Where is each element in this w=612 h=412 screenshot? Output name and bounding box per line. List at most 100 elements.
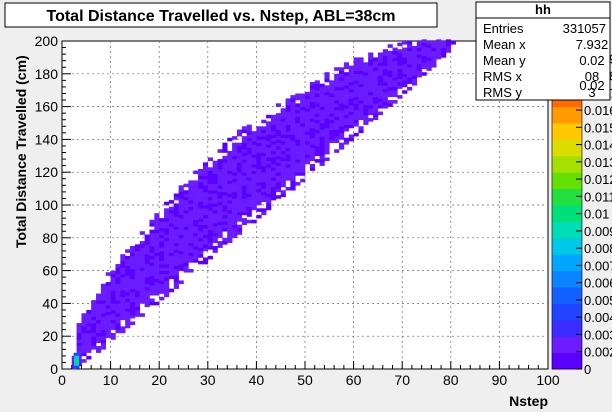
- heatmap-cell: [212, 219, 218, 224]
- heatmap-cell: [343, 137, 350, 142]
- heatmap-cell: [251, 219, 257, 224]
- heatmap-cell: [334, 86, 340, 91]
- heatmap-cell: [295, 132, 301, 137]
- heatmap-cell: [120, 287, 126, 291]
- heatmap-cell: [270, 186, 277, 191]
- heatmap-cell: [149, 236, 155, 240]
- heatmap-cell: [105, 301, 111, 306]
- heatmap-cell: [110, 296, 116, 301]
- heatmap-cell: [246, 180, 252, 184]
- heatmap-cell: [188, 242, 194, 247]
- heatmap-cell: [431, 63, 437, 68]
- heatmap-cell: [86, 346, 92, 350]
- heatmap-cell: [236, 145, 243, 150]
- heatmap-cell: [309, 82, 316, 86]
- heatmap-cell: [227, 232, 233, 237]
- heatmap-cell: [241, 195, 247, 199]
- heatmap-cell: [110, 273, 116, 278]
- heatmap-cell: [309, 157, 316, 162]
- heatmap-cell: [334, 80, 340, 84]
- heatmap-cell: [115, 296, 121, 301]
- heatmap-cell: [407, 47, 413, 52]
- heatmap-cell: [251, 200, 257, 204]
- heatmap-cell: [348, 101, 354, 106]
- heatmap-cell: [353, 100, 359, 104]
- heatmap-cell: [300, 145, 306, 150]
- heatmap-cell: [120, 290, 126, 294]
- heatmap-cell: [168, 242, 175, 247]
- heatmap-cell: [193, 183, 199, 188]
- heatmap-cell: [188, 203, 194, 207]
- heatmap-cell: [202, 214, 209, 219]
- heatmap-cell: [217, 244, 223, 248]
- heatmap-cell: [202, 244, 209, 248]
- heatmap-cell: [358, 57, 364, 61]
- heatmap-cell: [173, 285, 179, 289]
- heatmap-cell: [290, 147, 296, 152]
- heatmap-cell: [377, 65, 384, 70]
- colorbar-tick-label: 0.014: [584, 138, 612, 153]
- heatmap-cell: [134, 303, 141, 307]
- heatmap-cell: [314, 152, 320, 157]
- heatmap-cell: [280, 124, 286, 129]
- colorbar-tick-label: 0.004: [584, 310, 612, 325]
- colorbar-segment: [552, 303, 582, 321]
- heatmap-cell: [261, 195, 267, 199]
- heatmap-cell: [416, 47, 422, 52]
- heatmap-cell: [198, 208, 204, 212]
- heatmap-cell: [130, 255, 136, 260]
- heatmap-cell: [441, 41, 447, 45]
- heatmap-cell: [110, 313, 116, 317]
- heatmap-cell: [212, 249, 218, 253]
- heatmap-cell: [183, 206, 189, 211]
- heatmap-cell: [139, 264, 145, 268]
- heatmap-cell: [120, 254, 126, 258]
- heatmap-cell: [251, 160, 257, 165]
- heatmap-cell: [164, 224, 170, 229]
- heatmap-cell: [280, 150, 286, 155]
- heatmap-cell: [115, 273, 121, 278]
- heatmap-cell: [266, 164, 272, 168]
- heatmap-cell: [144, 241, 150, 245]
- heatmap-cell: [309, 118, 316, 122]
- heatmap-cell: [397, 85, 403, 89]
- heatmap-cell: [353, 109, 359, 114]
- heatmap-cell: [207, 223, 213, 227]
- heatmap-cell: [305, 131, 311, 135]
- density-band: [71, 39, 456, 370]
- heatmap-cell: [246, 141, 252, 145]
- heatmap-cell: [343, 111, 350, 116]
- heatmap-cell: [236, 198, 243, 203]
- heatmap-cell: [217, 165, 223, 170]
- heatmap-cell: [227, 164, 233, 168]
- heatmap-cell: [280, 193, 286, 198]
- heatmap-cell: [285, 154, 291, 158]
- heatmap-cell: [251, 190, 257, 194]
- heatmap-cell: [183, 229, 189, 234]
- heatmap-cell: [149, 262, 155, 266]
- heatmap-cell: [188, 180, 194, 184]
- heatmap-cell: [100, 306, 107, 311]
- heatmap-cell: [144, 264, 150, 268]
- heatmap-cell: [173, 229, 179, 234]
- heatmap-cell: [100, 316, 107, 321]
- heatmap-cell: [251, 180, 257, 184]
- heatmap-cell: [183, 226, 189, 230]
- heatmap-cell: [270, 124, 277, 129]
- heatmap-cell: [222, 168, 228, 173]
- heatmap-cell: [251, 154, 257, 158]
- heatmap-cell: [295, 182, 301, 186]
- heatmap-cell: [227, 206, 233, 211]
- heatmap-cell: [329, 129, 335, 134]
- heatmap-cell: [377, 72, 384, 76]
- heatmap-cell: [373, 90, 379, 94]
- heatmap-cell: [159, 287, 165, 291]
- x-axis-label: Nstep: [509, 393, 548, 409]
- heatmap-cell: [76, 339, 82, 344]
- heatmap-cell: [236, 201, 243, 206]
- heatmap-cell: [270, 190, 277, 194]
- heatmap-cell: [285, 131, 291, 135]
- heatmap-cell: [392, 57, 398, 61]
- heatmap-cell: [353, 67, 359, 71]
- heatmap-cell: [115, 300, 121, 304]
